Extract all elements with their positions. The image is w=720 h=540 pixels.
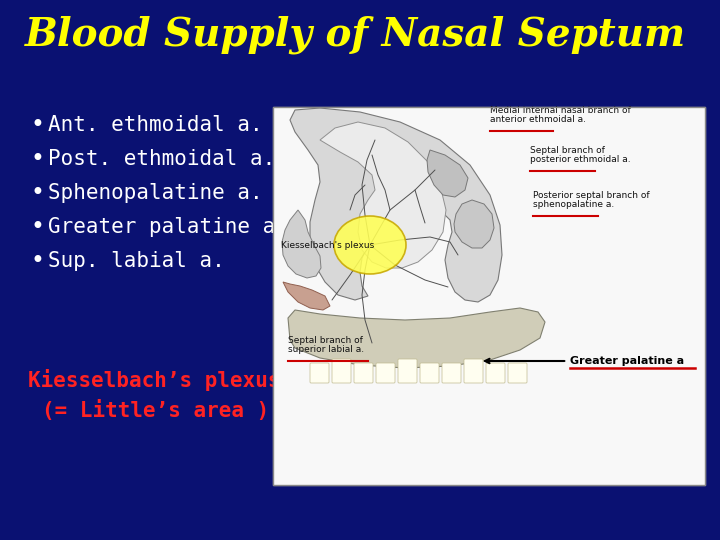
Text: Sup. labial a.: Sup. labial a. (48, 251, 225, 271)
Polygon shape (288, 308, 545, 368)
FancyBboxPatch shape (332, 359, 351, 383)
FancyBboxPatch shape (376, 363, 395, 383)
Bar (273, 107, 705, 485)
FancyBboxPatch shape (442, 363, 461, 383)
Text: •: • (30, 147, 44, 171)
Text: Posterior septal branch of: Posterior septal branch of (533, 191, 649, 200)
FancyBboxPatch shape (354, 363, 373, 383)
Ellipse shape (334, 216, 406, 274)
Bar (273, 107, 705, 485)
Polygon shape (427, 150, 468, 197)
FancyBboxPatch shape (310, 363, 329, 383)
FancyBboxPatch shape (464, 359, 483, 383)
FancyBboxPatch shape (508, 363, 527, 383)
Text: Septal branch of: Septal branch of (530, 146, 605, 155)
Text: Post. ethmoidal a.: Post. ethmoidal a. (48, 149, 275, 169)
Text: •: • (30, 249, 44, 273)
FancyBboxPatch shape (420, 363, 439, 383)
Text: Kiesselbach’s plexus: Kiesselbach’s plexus (28, 369, 281, 391)
Text: superior labial a.: superior labial a. (288, 345, 364, 354)
FancyBboxPatch shape (486, 363, 505, 383)
Text: Sphenopalatine a.: Sphenopalatine a. (48, 183, 263, 203)
Polygon shape (282, 210, 321, 278)
Text: Kiesselbach's plexus: Kiesselbach's plexus (281, 240, 374, 249)
Text: Medial internal nasal branch of: Medial internal nasal branch of (490, 106, 631, 115)
Text: Greater palatine a.: Greater palatine a. (48, 217, 288, 237)
Text: Greater palatine a: Greater palatine a (485, 356, 684, 366)
Text: •: • (30, 181, 44, 205)
Text: anterior ethmoidal a.: anterior ethmoidal a. (490, 115, 586, 124)
Text: posterior ethmoidal a.: posterior ethmoidal a. (530, 155, 631, 164)
Text: •: • (30, 113, 44, 137)
Text: Septal branch of: Septal branch of (288, 336, 363, 345)
Text: •: • (30, 215, 44, 239)
Polygon shape (320, 122, 446, 268)
Text: (= Little’s area ): (= Little’s area ) (42, 400, 269, 421)
Text: sphenopalatine a.: sphenopalatine a. (533, 200, 614, 209)
Polygon shape (290, 108, 502, 302)
Text: Ant. ethmoidal a.: Ant. ethmoidal a. (48, 115, 263, 135)
Text: Blood Supply of Nasal Septum: Blood Supply of Nasal Septum (24, 16, 685, 54)
FancyBboxPatch shape (398, 359, 417, 383)
Bar (273, 107, 705, 485)
Polygon shape (454, 200, 494, 248)
Polygon shape (283, 282, 330, 310)
